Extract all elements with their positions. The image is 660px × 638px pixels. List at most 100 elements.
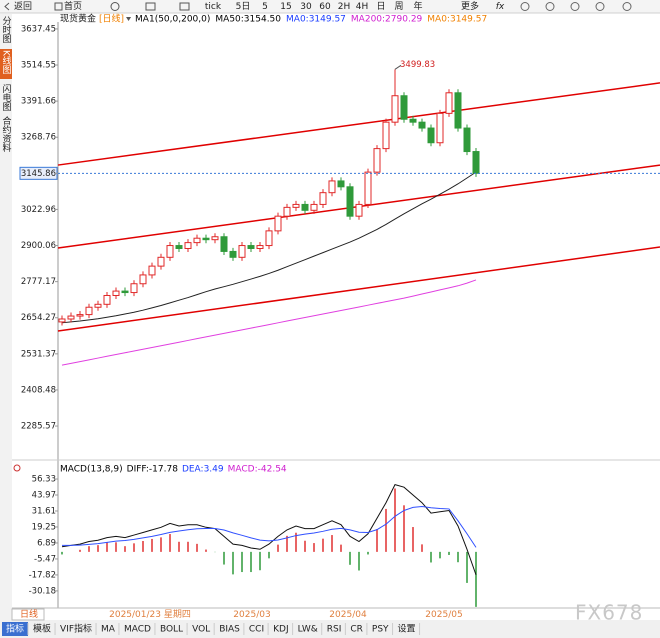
- peak-marker: [394, 64, 402, 70]
- indicator-tab[interactable]: 设置: [398, 624, 416, 635]
- toolbar-button[interactable]: 周: [394, 1, 403, 12]
- bottom-tab[interactable]: 日线: [20, 608, 38, 620]
- candle-body: [364, 171, 372, 205]
- trendline: [57, 82, 660, 166]
- macd-bar: [448, 551, 450, 555]
- tool-icon[interactable]: [622, 2, 632, 11]
- macd-bar: [88, 546, 90, 552]
- tool-icon[interactable]: [520, 2, 530, 11]
- macd-bar: [241, 551, 243, 573]
- y-tick-label: 43.97: [32, 491, 56, 501]
- refresh-icon[interactable]: [110, 2, 120, 11]
- sidebar-tab[interactable]: 合约资料: [1, 115, 12, 153]
- indicator-tab[interactable]: BOLL: [160, 625, 183, 635]
- y-tick-label: 2408.48: [21, 385, 56, 395]
- toolbar-button[interactable]: 年: [413, 0, 422, 12]
- toolbar-button[interactable]: tick: [205, 2, 222, 12]
- macd-bar: [106, 542, 108, 552]
- candle-body: [85, 306, 93, 316]
- indicator-tab[interactable]: VOL: [192, 625, 210, 635]
- sidebar-tab[interactable]: 闪电图: [1, 84, 12, 112]
- toolbar-button[interactable]: 15: [280, 2, 291, 12]
- indicator-tab[interactable]: BIAS: [219, 625, 240, 635]
- toolbar-button[interactable]: 返回: [14, 0, 32, 12]
- macd-bar: [421, 544, 423, 552]
- indicator-tab[interactable]: 指标: [6, 623, 24, 635]
- period: [日线]: [99, 13, 124, 25]
- candle-body: [103, 294, 111, 305]
- indicator-tab[interactable]: CR: [350, 625, 363, 635]
- toolbar-button[interactable]: 30: [300, 2, 312, 12]
- macd-bar: [385, 508, 387, 552]
- indicator-tab[interactable]: CCI: [249, 625, 264, 635]
- legend-item: MA200:2790.29: [351, 15, 423, 25]
- macd-bar: [97, 545, 99, 552]
- tool-icon[interactable]: [545, 2, 555, 11]
- toolbar-button[interactable]: 4H: [356, 2, 369, 12]
- candle-body: [220, 236, 228, 252]
- legend-item: MA50:3154.50: [215, 15, 281, 25]
- macd-bar: [115, 542, 117, 552]
- candle-icon[interactable]: [179, 2, 190, 11]
- x-tick-label: 2025/04: [329, 610, 367, 620]
- toolbar-button[interactable]: fx: [496, 2, 505, 12]
- candle-body: [283, 206, 291, 217]
- legend-item: MA1(50,0,200,0): [135, 15, 210, 25]
- y-tick-label: -17.82: [29, 570, 56, 580]
- chart-icon[interactable]: [145, 2, 156, 11]
- macd-bar: [376, 529, 378, 552]
- macd-bar: [178, 541, 180, 552]
- candle-body: [409, 118, 417, 123]
- candle-body: [310, 203, 318, 211]
- macd-bar: [313, 543, 315, 552]
- macd-bar: [394, 488, 396, 552]
- macd-bar: [79, 549, 81, 552]
- candle-body: [247, 245, 255, 249]
- macd-legend: DEA:3.49: [182, 465, 224, 475]
- y-tick-label: 2777.17: [21, 277, 56, 287]
- candle-body: [229, 250, 237, 258]
- peak-label: 3499.83: [400, 60, 435, 70]
- candle-body: [157, 256, 165, 267]
- macd-bar: [367, 551, 369, 555]
- candle-body: [256, 245, 264, 249]
- candle-body: [328, 180, 336, 194]
- toolbar-button[interactable]: 2H: [338, 2, 351, 12]
- candle-body: [265, 230, 273, 247]
- macd-bar: [142, 541, 144, 552]
- indicator-tab[interactable]: PSY: [372, 625, 389, 635]
- toolbar-button[interactable]: 5: [262, 2, 268, 12]
- candle-body: [382, 121, 390, 150]
- macd-bar: [268, 551, 270, 559]
- indicator-tab[interactable]: KDJ: [273, 625, 289, 635]
- y-tick-label: 2531.37: [21, 349, 56, 359]
- tool-icon[interactable]: [570, 2, 580, 11]
- candle-body: [292, 203, 300, 208]
- y-tick-label: 3268.76: [21, 133, 56, 143]
- candle-body: [454, 92, 462, 129]
- bottom-tab-bg: [11, 608, 45, 621]
- tool-icon[interactable]: [595, 2, 605, 11]
- candle-body: [130, 283, 138, 294]
- candle-body: [76, 314, 84, 317]
- macd-legend: MACD(13,8,9): [60, 465, 123, 475]
- sidebar-tab[interactable]: 分时图: [1, 16, 12, 44]
- indicator-tab[interactable]: 模板: [33, 623, 51, 635]
- candle-body: [58, 318, 66, 323]
- period-arrow: [126, 17, 132, 21]
- indicator-tab[interactable]: MACD: [124, 625, 151, 635]
- toolbar-button[interactable]: 首页: [64, 0, 82, 12]
- toolbar-button[interactable]: 更多: [461, 0, 479, 12]
- settings-icon[interactable]: [13, 464, 21, 472]
- candle-body: [238, 245, 246, 258]
- sidebar-tab[interactable]: K线图: [1, 50, 12, 75]
- indicator-tab[interactable]: LW&: [298, 625, 318, 635]
- toolbar-button[interactable]: 60: [319, 2, 331, 12]
- indicator-tab[interactable]: MA: [101, 625, 116, 635]
- candle-body: [436, 112, 444, 144]
- toolbar-button[interactable]: 日: [376, 1, 385, 12]
- indicator-tab[interactable]: VIF指标: [60, 623, 92, 635]
- toolbar-button[interactable]: 5日: [236, 1, 251, 12]
- macd-bar: [358, 551, 360, 571]
- indicator-tab[interactable]: RSI: [327, 625, 342, 635]
